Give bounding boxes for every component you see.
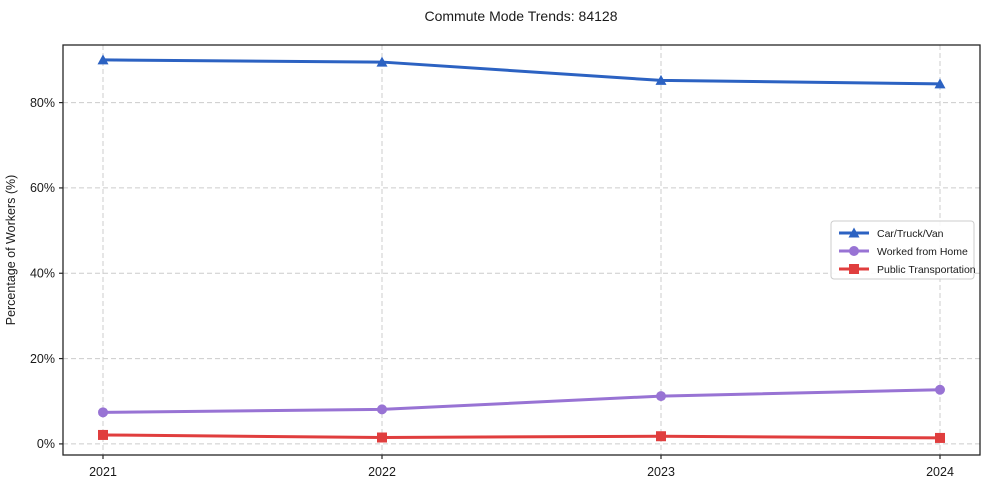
series-lines: [97, 54, 946, 443]
legend-item: Public Transportation: [839, 264, 976, 276]
x-tick-label: 2023: [647, 465, 675, 479]
axis-ticks: [59, 101, 941, 459]
legend-marker-square: [849, 264, 859, 274]
legend-box: [830, 220, 975, 280]
series-worked-from-home: [98, 384, 945, 418]
series-line: [101, 58, 942, 86]
y-tick-label: 0%: [37, 437, 55, 451]
data-point-marker: [655, 74, 667, 85]
data-point-marker: [935, 384, 945, 395]
gridlines: [63, 45, 980, 455]
chart-title: Commute Mode Trends: 84128: [425, 8, 618, 24]
data-point-marker: [98, 407, 108, 418]
series-public-transportation: [98, 429, 945, 443]
y-tick-labels: 0% 20% 40% 60% 80%: [30, 96, 55, 451]
y-tick-label: 80%: [30, 96, 55, 110]
x-tick-labels: 2021 2022 2023 2024: [89, 465, 954, 479]
legend-label: Worked from Home: [877, 246, 968, 258]
series-car-truck-van: [97, 54, 946, 89]
data-point-marker: [377, 432, 387, 443]
data-point-marker: [656, 391, 666, 402]
legend-marker-circle: [849, 246, 859, 256]
y-tick-label: 20%: [30, 352, 55, 366]
data-point-marker: [377, 404, 387, 415]
x-tick-label: 2021: [89, 465, 117, 479]
legend-label: Car/Truck/Van: [877, 228, 944, 240]
data-point-marker: [97, 54, 109, 65]
data-point-marker: [934, 78, 946, 89]
legend: Car/Truck/Van Worked from Home Public Tran…: [830, 220, 976, 280]
series-line: [101, 388, 942, 414]
data-point-marker: [376, 56, 388, 67]
series-line: [101, 433, 942, 440]
data-point-marker: [656, 431, 666, 442]
data-point-marker: [935, 432, 945, 443]
legend-item: Car/Truck/Van: [839, 227, 944, 240]
data-point-marker: [98, 429, 108, 440]
x-tick-label: 2022: [368, 465, 396, 479]
legend-label: Public Transportation: [877, 264, 976, 276]
plot-border: [62, 44, 981, 456]
x-tick-label: 2024: [926, 465, 954, 479]
legend-marker-triangle-up: [848, 227, 860, 238]
legend-item: Worked from Home: [839, 246, 968, 258]
y-tick-label: 40%: [30, 266, 55, 280]
y-axis-label: Percentage of Workers (%): [4, 175, 18, 326]
y-tick-label: 60%: [30, 181, 55, 195]
